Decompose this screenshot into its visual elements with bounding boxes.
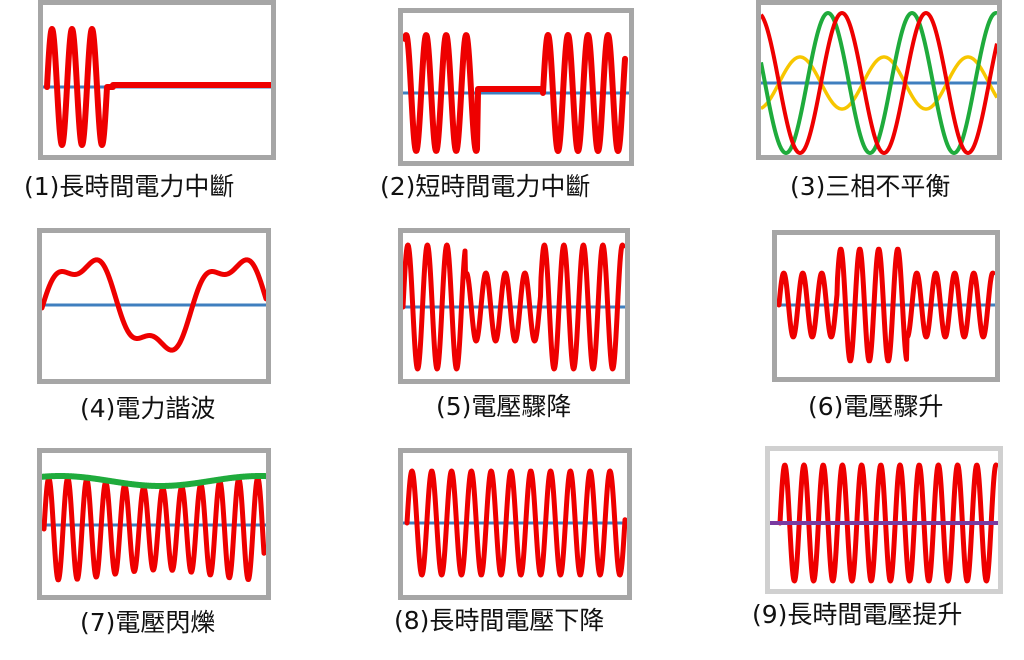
- waveform-panel-8: [398, 448, 632, 600]
- wave-7: [42, 475, 266, 583]
- caption-1: (1)長時間電力中斷: [24, 172, 235, 201]
- caption-5: (5)電壓驟降: [436, 392, 572, 421]
- caption-6: (6)電壓驟升: [808, 392, 944, 421]
- waveform-chart-8: [403, 468, 627, 578]
- wave-2: [403, 32, 628, 154]
- wave-8: [404, 468, 627, 578]
- envelope-7: [42, 473, 266, 489]
- waveform-panel-1: [38, 0, 276, 160]
- caption-2: (2)短時間電力中斷: [380, 172, 591, 201]
- waveform-panel-4: [37, 228, 271, 384]
- wave-6: [777, 246, 995, 364]
- waveform-chart-1: [43, 26, 271, 148]
- wave-5: [403, 242, 625, 372]
- waveform-chart-3: [761, 10, 997, 155]
- waveform-chart-7: [42, 473, 266, 583]
- caption-8: (8)長時間電壓下降: [394, 606, 605, 635]
- waveform-panel-7: [37, 448, 271, 600]
- wave-3-phase-c: [761, 55, 997, 111]
- waveform-panel-2: [398, 8, 634, 166]
- waveform-chart-9: [770, 462, 998, 584]
- caption-7: (7)電壓閃爍: [80, 608, 216, 637]
- waveform-panel-3: [756, 0, 1002, 160]
- waveform-chart-4: [42, 257, 266, 353]
- waveform-chart-5: [403, 242, 625, 372]
- wave-1: [44, 26, 271, 148]
- wave-4: [42, 257, 266, 353]
- waveform-chart-6: [777, 246, 995, 364]
- wave-3-phase-b: [761, 10, 997, 155]
- waveform-panel-6: [772, 230, 1000, 382]
- waveform-panel-9: [765, 446, 1003, 594]
- caption-4: (4)電力諧波: [80, 394, 216, 423]
- waveform-chart-2: [403, 32, 629, 154]
- waveform-panel-5: [398, 228, 630, 384]
- wave-3-phase-a: [761, 10, 997, 155]
- caption-3: (3)三相不平衡: [790, 172, 951, 201]
- caption-9: (9)長時間電壓提升: [752, 600, 963, 629]
- wave-9: [777, 462, 998, 584]
